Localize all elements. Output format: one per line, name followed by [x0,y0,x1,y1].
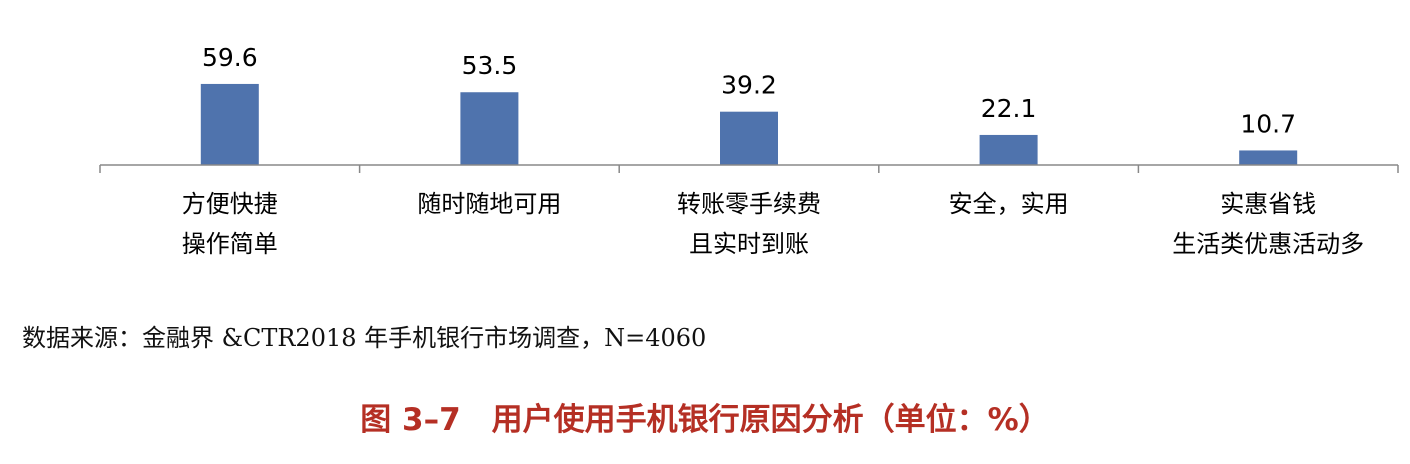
category-label: 实惠省钱 [1220,190,1316,218]
data-label: 39.2 [721,71,777,100]
bar [979,134,1038,165]
value-labels: 59.6 53.5 39.2 22.1 10.7 [202,43,1296,139]
data-label: 22.1 [981,94,1037,123]
data-label: 53.5 [462,51,518,80]
category-label: 且实时到账 [689,230,809,258]
bar [1239,150,1298,165]
data-label: 10.7 [1240,109,1296,138]
category-label: 操作简单 [182,230,278,258]
category-label: 生活类优惠活动多 [1172,230,1364,258]
category-label: 安全，实用 [949,190,1069,218]
source-note: 数据来源：金融界 &CTR2018 年手机银行市场调查，N=4060 [22,324,707,352]
data-label: 59.6 [202,43,258,72]
x-axis [99,164,1399,173]
category-label: 方便快捷 [182,190,278,218]
bars-layer [200,83,1298,165]
category-label: 转账零手续费 [677,190,821,218]
figure-caption: 图 3–7 用户使用手机银行原因分析（单位：%） [360,402,1050,438]
category-label: 随时随地可用 [417,190,561,218]
bar [200,83,259,165]
bar [460,92,519,165]
bar [720,111,778,165]
